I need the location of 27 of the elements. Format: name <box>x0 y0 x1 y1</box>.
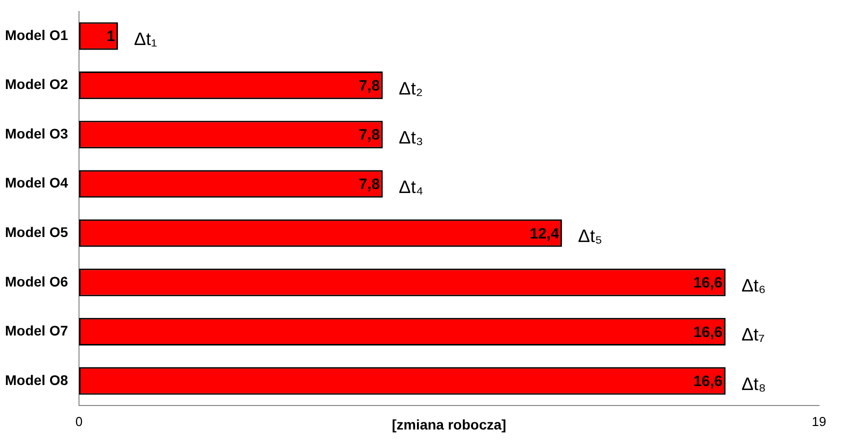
annotation: Δt₃ <box>398 128 424 148</box>
data-label: 16,6 <box>693 373 723 390</box>
y-tick-label: Model O1 <box>4 26 68 43</box>
annotation: Δt₈ <box>742 374 766 394</box>
data-label: 7,8 <box>358 126 380 144</box>
y-tick-label: Model O4 <box>4 174 68 191</box>
data-label: 16,6 <box>693 324 723 341</box>
data-label: 1 <box>106 28 115 46</box>
y-tick-label: Model O7 <box>4 322 68 339</box>
annotation: Δt₁ <box>134 29 158 50</box>
data-label: 7,8 <box>358 77 380 94</box>
y-tick-label: Model O3 <box>4 125 68 142</box>
x-tick-label: 19 <box>812 414 826 429</box>
annotation: Δt₂ <box>398 78 423 98</box>
y-tick-label: Model O6 <box>4 273 68 290</box>
annotation: Δt₄ <box>398 176 424 197</box>
data-label: 12,4 <box>530 225 560 242</box>
data-label: 7,8 <box>358 176 380 194</box>
x-axis-title: [zmiana robocza] <box>392 416 506 432</box>
data-label: 16,6 <box>693 274 723 292</box>
y-tick-label: Model O5 <box>4 224 68 240</box>
y-tick-label: Model O2 <box>4 76 68 92</box>
annotation: Δt₅ <box>578 226 602 246</box>
x-tick-label: 0 <box>75 414 83 429</box>
annotation: Δt₇ <box>742 324 765 345</box>
annotation: Δt₆ <box>742 275 766 296</box>
y-tick-label: Model O8 <box>4 372 68 388</box>
